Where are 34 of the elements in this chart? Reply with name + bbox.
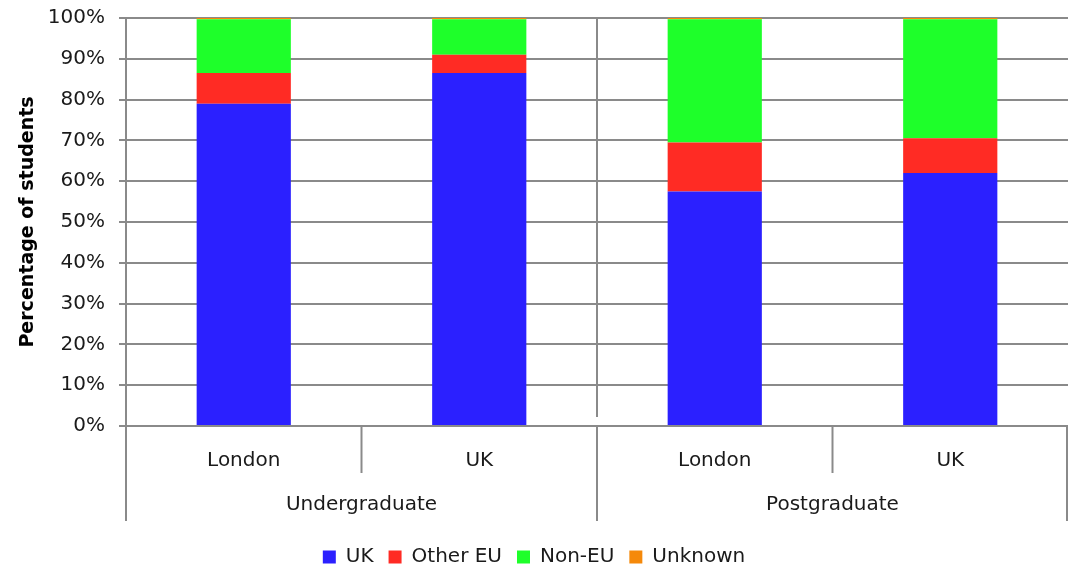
y-tick-label: 90% xyxy=(60,45,105,69)
bar xyxy=(196,73,291,104)
y-tick-label: 10% xyxy=(60,371,105,396)
bar xyxy=(667,142,762,192)
bar xyxy=(903,138,998,174)
bar xyxy=(432,19,527,55)
y-tick-label: 70% xyxy=(60,126,105,151)
y-axis-title: Percentage of students xyxy=(15,96,38,348)
legend-label: Other EU xyxy=(411,543,502,568)
x-tick-label: UK xyxy=(465,447,495,472)
bar xyxy=(432,73,527,425)
legend-label: Non-EU xyxy=(539,543,615,568)
bar xyxy=(667,191,762,425)
bar xyxy=(432,54,527,74)
y-tick-label: 40% xyxy=(60,249,105,273)
bar xyxy=(903,19,998,139)
bar xyxy=(903,173,998,425)
y-tick-label: 80% xyxy=(60,85,105,110)
bar xyxy=(196,19,291,74)
x-tick-label: London xyxy=(678,447,752,472)
bar xyxy=(667,19,762,143)
y-tick-label: 100% xyxy=(47,4,105,29)
text: Postgraduate xyxy=(766,491,899,516)
y-tick-label: 20% xyxy=(60,330,105,355)
bar xyxy=(196,103,291,425)
y-tick-label: 0% xyxy=(73,412,105,437)
y-tick-label: 50% xyxy=(60,208,105,233)
x-tick-label: London xyxy=(207,447,281,472)
y-tick-label: 60% xyxy=(60,167,105,192)
legend-label: UK xyxy=(345,543,375,568)
y-tick-label: 30% xyxy=(60,289,105,314)
x-tick-label: UK xyxy=(936,447,966,472)
text: Undergraduate xyxy=(285,491,438,516)
legend-label: Unknown xyxy=(652,543,746,568)
